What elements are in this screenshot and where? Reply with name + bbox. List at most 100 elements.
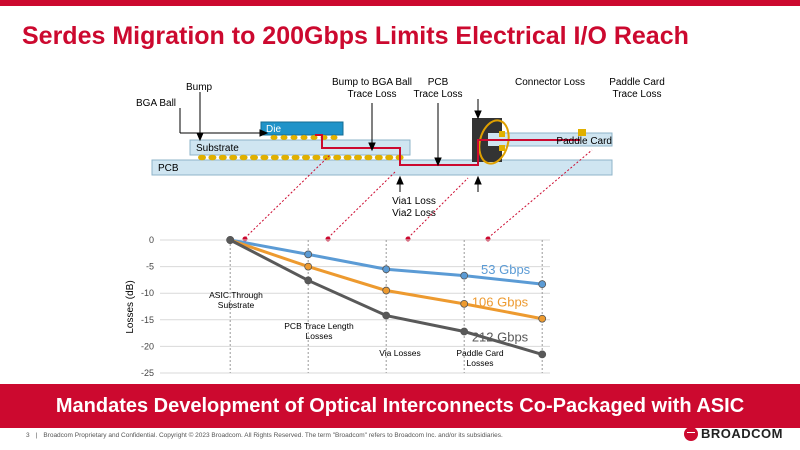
footer-separator: |: [35, 432, 38, 439]
callout-arrows: [179, 92, 482, 192]
bga-ball: [250, 154, 258, 161]
bump: [330, 135, 338, 140]
bottom-banner: [0, 384, 800, 428]
bga-ball: [333, 154, 342, 161]
signal-trace: [315, 134, 580, 166]
series-point: [460, 327, 469, 336]
bga-ball: [291, 154, 300, 161]
top-accent-bar: [0, 0, 800, 6]
series-point: [538, 350, 547, 359]
region-label-line2: Losses: [467, 358, 494, 368]
label-substrate: Substrate: [196, 143, 239, 154]
label-connector-loss: Connector Loss: [515, 77, 585, 88]
bump: [310, 135, 318, 140]
bga-ball: [218, 154, 227, 161]
region-label: Via Losses: [379, 348, 420, 358]
loss-chart: Losses (dB) 0 -5 -10 -15 -20 -25 ASIC Through…: [125, 235, 550, 378]
paddle-end-pad: [578, 129, 586, 136]
series-label: 53 Gbps: [481, 262, 531, 277]
label-via1: Via1 Loss: [392, 196, 436, 207]
series-point: [304, 276, 313, 285]
series-point: [304, 262, 313, 271]
page-number: 3: [26, 432, 30, 439]
region-label: ASIC Through: [209, 290, 263, 300]
slide-title: Serdes Migration to 200Gbps Limits Elect…: [22, 22, 689, 50]
series-point: [460, 299, 469, 308]
region-label: Paddle Card: [456, 348, 504, 358]
bga-ball: [322, 154, 331, 161]
label-paddle-card: Paddle Card: [556, 136, 612, 147]
bump: [300, 135, 308, 140]
chart-series: 53 Gbps 106 Gbps 212 Gbps: [226, 236, 547, 359]
label-via2: Via2 Loss: [392, 208, 436, 219]
broadcom-logo-icon: [684, 426, 698, 441]
label-paddle-trace-2: Trace Loss: [612, 89, 661, 100]
y-tick-labels: 0 -5 -10 -15 -20 -25: [141, 235, 154, 378]
label-bump: Bump: [186, 82, 213, 93]
bga-ball: [229, 154, 238, 161]
label-die: Die: [266, 124, 281, 135]
y-tick-label: -5: [146, 262, 154, 272]
label-bump-to-bga-2: Trace Loss: [347, 89, 396, 100]
die-bumps: [270, 135, 338, 140]
bga-ball: [302, 154, 310, 161]
y-tick-label: -25: [141, 368, 154, 378]
label-bga-ball: BGA Ball: [136, 98, 176, 109]
bga-ball: [354, 154, 362, 161]
footer: 3 | Broadcom Proprietary and Confidential.…: [26, 432, 503, 439]
bga-ball: [260, 154, 269, 161]
bga-ball: [385, 154, 394, 161]
series-point: [538, 280, 547, 289]
label-paddle-trace: Paddle Card: [609, 77, 665, 88]
bga-ball: [364, 154, 373, 161]
substrate: [189, 139, 411, 156]
die: [260, 121, 344, 136]
y-tick-label: -10: [141, 288, 154, 298]
chart-grid: [160, 239, 550, 374]
y-tick-label: -20: [141, 341, 154, 351]
broadcom-logo: BROADCOM: [684, 426, 783, 441]
series-point: [382, 286, 391, 295]
bga-ball: [374, 154, 383, 161]
diagram-to-chart-leaders: [244, 149, 593, 239]
series-label: 212 Gbps: [472, 329, 529, 344]
cross-section-diagram: BGA Ball Bump Die Substrate PCB Paddle C…: [136, 77, 665, 242]
y-tick-label: -15: [141, 315, 154, 325]
series-point: [382, 311, 391, 320]
origin-point: [226, 236, 234, 244]
bga-ball: [270, 154, 279, 161]
slide-graphics: BGA Ball Bump Die Substrate PCB Paddle C…: [125, 77, 665, 378]
bump: [280, 135, 288, 140]
banner-text: Mandates Development of Optical Intercon…: [55, 395, 745, 417]
label-pcb-trace: PCB: [428, 77, 449, 88]
series-point: [382, 265, 391, 274]
bump: [290, 135, 298, 140]
bga-ball: [281, 154, 290, 161]
region-label-line2: Substrate: [218, 300, 255, 310]
series-point: [304, 250, 313, 259]
connector-pad-bottom: [499, 145, 505, 151]
label-bump-to-bga: Bump to BGA Ball: [332, 77, 412, 88]
bga-ball: [208, 154, 217, 161]
connector-pad-top: [499, 131, 505, 137]
y-axis-label: Losses (dB): [125, 280, 136, 333]
pcb-board: [151, 159, 613, 176]
label-pcb: PCB: [158, 163, 179, 174]
footer-legal-text: Broadcom Proprietary and Confidential. C…: [43, 432, 503, 439]
bga-ball: [343, 154, 352, 161]
connector-ring: [478, 119, 510, 165]
bump: [270, 135, 278, 140]
bga-balls: [198, 154, 404, 161]
series-point: [538, 314, 547, 323]
series-point: [460, 271, 469, 280]
region-label: PCB Trace Length: [284, 321, 354, 331]
region-label-line2: Losses: [306, 331, 333, 341]
series-label: 106 Gbps: [472, 295, 529, 310]
bga-ball: [312, 154, 321, 161]
broadcom-logo-text: BROADCOM: [701, 426, 783, 441]
leader-dots: [242, 236, 491, 242]
y-tick-label: 0: [149, 235, 154, 245]
bga-ball: [198, 154, 206, 161]
bga-ball: [239, 154, 248, 161]
